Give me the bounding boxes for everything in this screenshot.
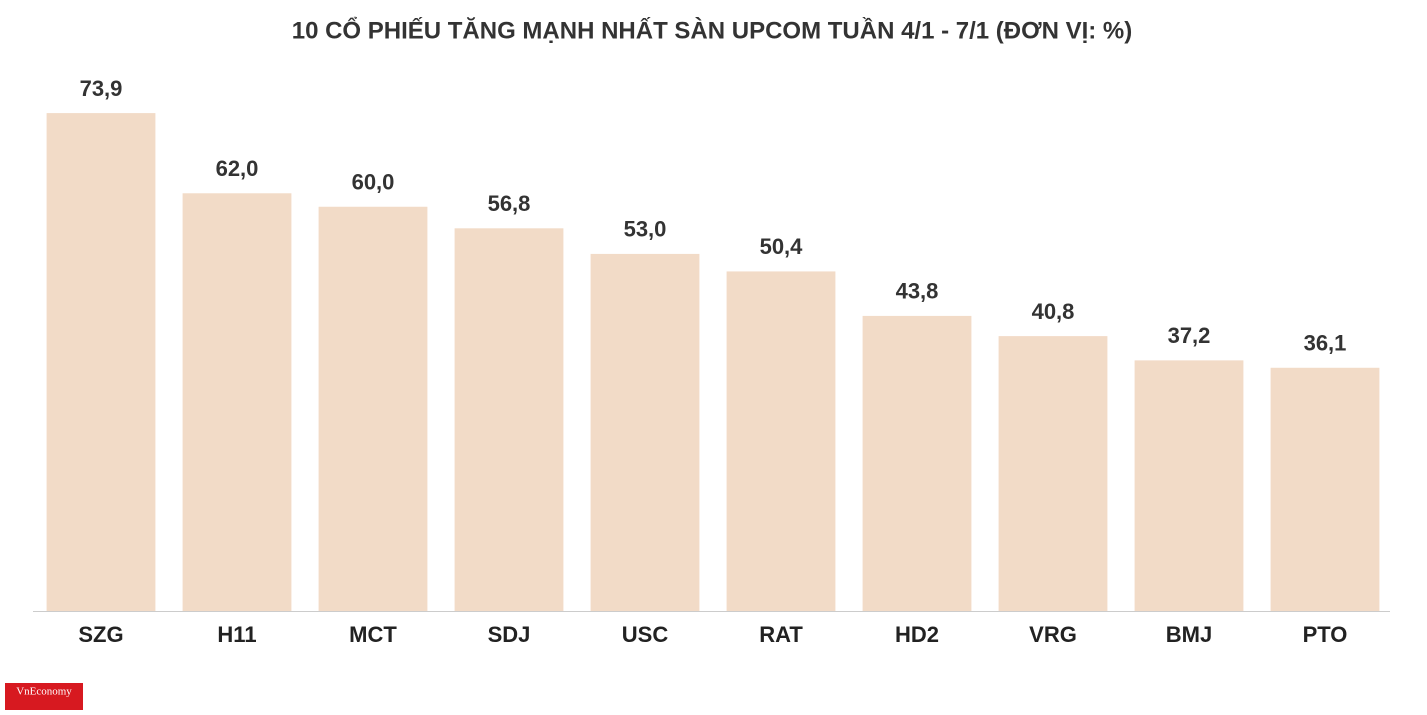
bar — [318, 206, 428, 611]
value-label: 36,1 — [1304, 331, 1347, 356]
bar — [590, 253, 700, 611]
x-tick-label: VRG — [1029, 622, 1077, 647]
x-tick-label: SDJ — [488, 622, 531, 647]
x-tick-label: BMJ — [1166, 622, 1212, 647]
bar — [1134, 360, 1244, 611]
bar — [182, 193, 292, 611]
value-label: 73,9 — [80, 76, 123, 101]
bar — [46, 113, 156, 611]
value-label: 56,8 — [488, 191, 531, 216]
x-tick-label: PTO — [1303, 622, 1348, 647]
x-tick-label: USC — [622, 622, 669, 647]
bar — [726, 271, 836, 611]
logo-box — [5, 683, 83, 710]
x-tick-label: SZG — [78, 622, 123, 647]
x-tick-label: H11 — [217, 622, 256, 647]
x-tick-label: RAT — [759, 622, 803, 647]
bar — [862, 315, 972, 611]
value-label: 53,0 — [624, 217, 667, 242]
value-label: 37,2 — [1168, 323, 1211, 348]
x-tick-label: MCT — [349, 622, 397, 647]
value-label: 43,8 — [896, 279, 939, 304]
bar — [1270, 367, 1380, 611]
x-tick-label: HD2 — [895, 622, 939, 647]
value-label: 60,0 — [352, 170, 395, 195]
value-label: 62,0 — [216, 156, 259, 181]
bar — [998, 336, 1108, 611]
chart-title: 10 CỔ PHIẾU TĂNG MẠNH NHẤT SÀN UPCOM TUẦ… — [292, 16, 1133, 44]
bar — [454, 228, 564, 611]
value-label: 40,8 — [1032, 299, 1075, 324]
logo: VnEconomy — [16, 686, 72, 698]
value-label: 50,4 — [760, 234, 804, 259]
